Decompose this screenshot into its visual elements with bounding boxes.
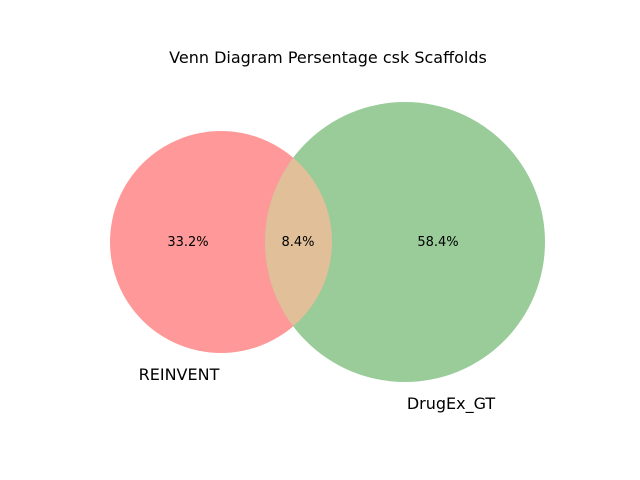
chart-title: Venn Diagram Persentage csk Scaffolds	[169, 48, 487, 67]
set-label-drugex-gt: DrugEx_GT	[407, 394, 496, 414]
region-label-intersection: 8.4%	[281, 235, 314, 250]
region-label-drugex-gt-only: 58.4%	[417, 235, 458, 250]
set-label-reinvent: REINVENT	[139, 365, 220, 384]
region-label-reinvent-only: 33.2%	[167, 235, 208, 250]
venn-circle-drugex-gt	[265, 102, 545, 382]
